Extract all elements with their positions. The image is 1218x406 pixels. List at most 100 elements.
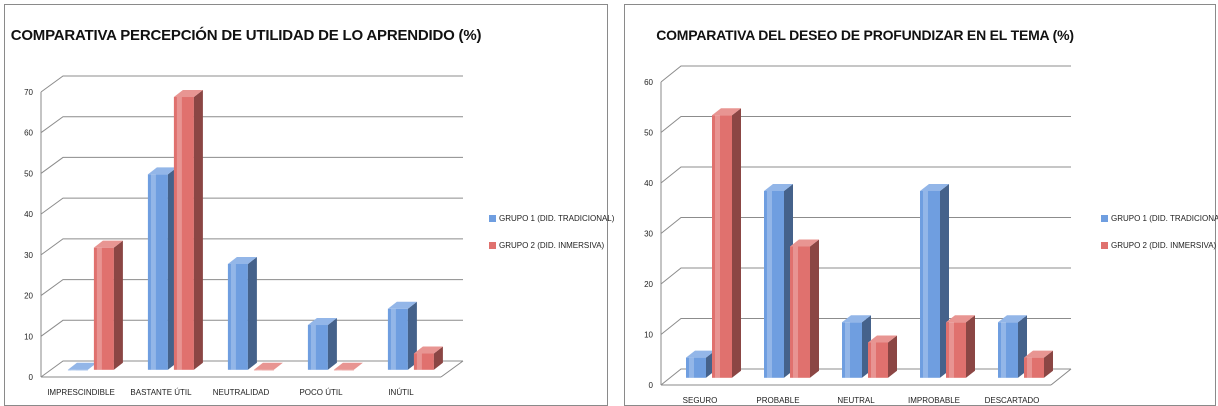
bar-top — [173, 90, 203, 98]
bar — [67, 362, 97, 371]
y-tick-label: 10 — [644, 331, 653, 340]
bar-front — [173, 97, 194, 370]
x-tick-label: DESCARTADO — [985, 396, 1040, 405]
bar-front — [998, 322, 1018, 378]
legend-label: GRUPO 1 (DID. TRADICIONAL) — [499, 213, 615, 223]
x-tick-label: BASTANTE ÚTIL — [130, 388, 192, 397]
floor-right-edge — [1050, 368, 1072, 386]
x-tick-label: POCO ÚTIL — [299, 388, 343, 397]
y-tick-label: 20 — [24, 292, 33, 301]
bar-highlight — [310, 325, 316, 370]
legend-label: GRUPO 2 (DID. INMERSIVA) — [1111, 240, 1217, 250]
bar — [333, 362, 363, 371]
x-tick-label: NEUTRAL — [837, 396, 875, 405]
gridline — [40, 279, 463, 296]
bar-highlight — [230, 263, 236, 370]
bar-top — [842, 315, 871, 323]
bar-front — [227, 263, 248, 370]
legend-swatch-grupo-2 — [489, 241, 496, 249]
bar-side — [1044, 350, 1053, 378]
bar-front — [868, 342, 888, 378]
bar-top — [868, 335, 897, 343]
bar-front — [93, 247, 114, 370]
chart-utilidad-panel: COMPARATIVA PERCEPCIÓN DE UTILIDAD DE LO… — [4, 4, 614, 406]
bar — [93, 240, 123, 370]
chart-profundizar-plot: 0 10 20 30 40 50 60 SEGURO PROBABLE NEUTRAL IMPROB… — [644, 65, 1072, 405]
bar — [227, 256, 257, 370]
bar-highlight — [715, 115, 720, 378]
legend-item-grupo-1: GRUPO 1 (DID. TRADICIONAL) — [1101, 211, 1218, 225]
bar — [764, 183, 793, 378]
bar-highlight — [689, 357, 694, 378]
gridline — [40, 116, 463, 134]
bar — [387, 301, 417, 370]
bar-front — [686, 357, 706, 378]
x-tick-label: SEGURO — [683, 396, 718, 405]
bar-top — [920, 183, 949, 191]
y-tick-label: 0 — [29, 373, 34, 382]
bar-highlight — [390, 308, 396, 370]
y-tick-label: 30 — [644, 230, 653, 239]
bar — [712, 108, 741, 378]
bar — [147, 167, 177, 370]
bar-highlight — [176, 97, 182, 370]
chart-title: COMPARATIVA PERCEPCIÓN DE UTILIDAD DE LO… — [10, 27, 482, 44]
x-tick-label: IMPRESCINDIBLE — [47, 388, 115, 397]
bar-top — [712, 108, 741, 116]
bar-highlight — [871, 342, 876, 378]
bar — [946, 315, 975, 378]
bar-highlight — [767, 190, 772, 378]
bar-top — [998, 315, 1027, 323]
y-axis-ticks: 0 10 20 30 40 50 60 70 — [24, 88, 33, 382]
legend: GRUPO 1 (DID. TRADICIONAL) GRUPO 2 (DID.… — [489, 211, 614, 265]
gridline — [40, 197, 463, 215]
bar-side — [113, 240, 123, 370]
floor-right-edge — [440, 360, 464, 378]
bar-front — [1024, 357, 1044, 378]
bar-highlight — [1027, 357, 1032, 378]
bar-front — [387, 308, 408, 370]
y-tick-label: 70 — [24, 88, 33, 97]
bar-top — [1024, 350, 1053, 358]
bar-side — [966, 315, 975, 378]
legend-item-grupo-1: GRUPO 1 (DID. TRADICIONAL) — [489, 211, 614, 225]
bar-front — [920, 190, 940, 378]
bar-top — [67, 362, 97, 370]
gridline — [660, 116, 1071, 133]
bar-top — [790, 239, 819, 247]
bar — [307, 318, 337, 370]
bar-top — [764, 183, 793, 191]
legend: GRUPO 1 (DID. TRADICIONAL) GRUPO 2 (DID.… — [1101, 211, 1218, 265]
bar-side — [810, 239, 819, 378]
bar-front — [946, 322, 966, 378]
bar-highlight — [845, 322, 850, 378]
legend-item-grupo-2: GRUPO 2 (DID. INMERSIVA) — [489, 238, 614, 252]
bar-top — [333, 362, 363, 370]
x-axis-labels: IMPRESCINDIBLE BASTANTE ÚTIL NEUTRALIDAD PO… — [47, 388, 414, 397]
x-tick-label: PROBABLE — [756, 396, 799, 405]
bar-front — [253, 369, 274, 371]
bar-side — [327, 318, 337, 370]
bar-top — [946, 315, 975, 323]
y-tick-label: 0 — [649, 381, 654, 390]
chart-utilidad-plot: 0 10 20 30 40 50 60 70 IMPRESCINDIBLE BASTANTE ÚT… — [24, 75, 464, 397]
bar-front — [307, 325, 328, 370]
bar-top — [93, 240, 123, 248]
bar-top — [307, 318, 337, 326]
gridline — [660, 65, 1071, 83]
y-tick-label: 50 — [24, 169, 33, 178]
bar-side — [407, 301, 417, 370]
bar-front — [790, 246, 810, 378]
bar-highlight — [256, 369, 262, 371]
x-axis-labels: SEGURO PROBABLE NEUTRAL IMPROBABLE DESCARTAD… — [683, 396, 1040, 405]
y-tick-label: 50 — [644, 129, 653, 138]
y-axis-ticks: 0 10 20 30 40 50 60 — [644, 78, 653, 390]
bar-highlight — [96, 247, 102, 370]
legend-swatch-grupo-2 — [1101, 241, 1108, 249]
legend-swatch-grupo-1 — [1101, 214, 1108, 222]
bar-side — [193, 90, 203, 370]
bar-side — [247, 256, 257, 370]
bar-top — [387, 301, 417, 309]
legend-item-grupo-2: GRUPO 2 (DID. INMERSIVA) — [1101, 238, 1218, 252]
bar-top — [413, 346, 443, 354]
